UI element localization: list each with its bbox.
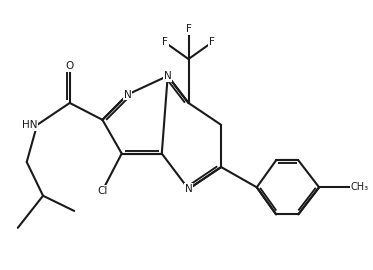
Text: N: N — [185, 184, 192, 194]
Text: F: F — [185, 24, 191, 34]
Text: O: O — [66, 61, 74, 71]
Text: F: F — [162, 37, 168, 47]
Text: F: F — [209, 37, 215, 47]
Text: HN: HN — [22, 120, 37, 130]
Text: N: N — [164, 71, 172, 81]
Text: Cl: Cl — [97, 186, 107, 196]
Text: CH₃: CH₃ — [350, 182, 369, 192]
Text: N: N — [124, 89, 132, 100]
